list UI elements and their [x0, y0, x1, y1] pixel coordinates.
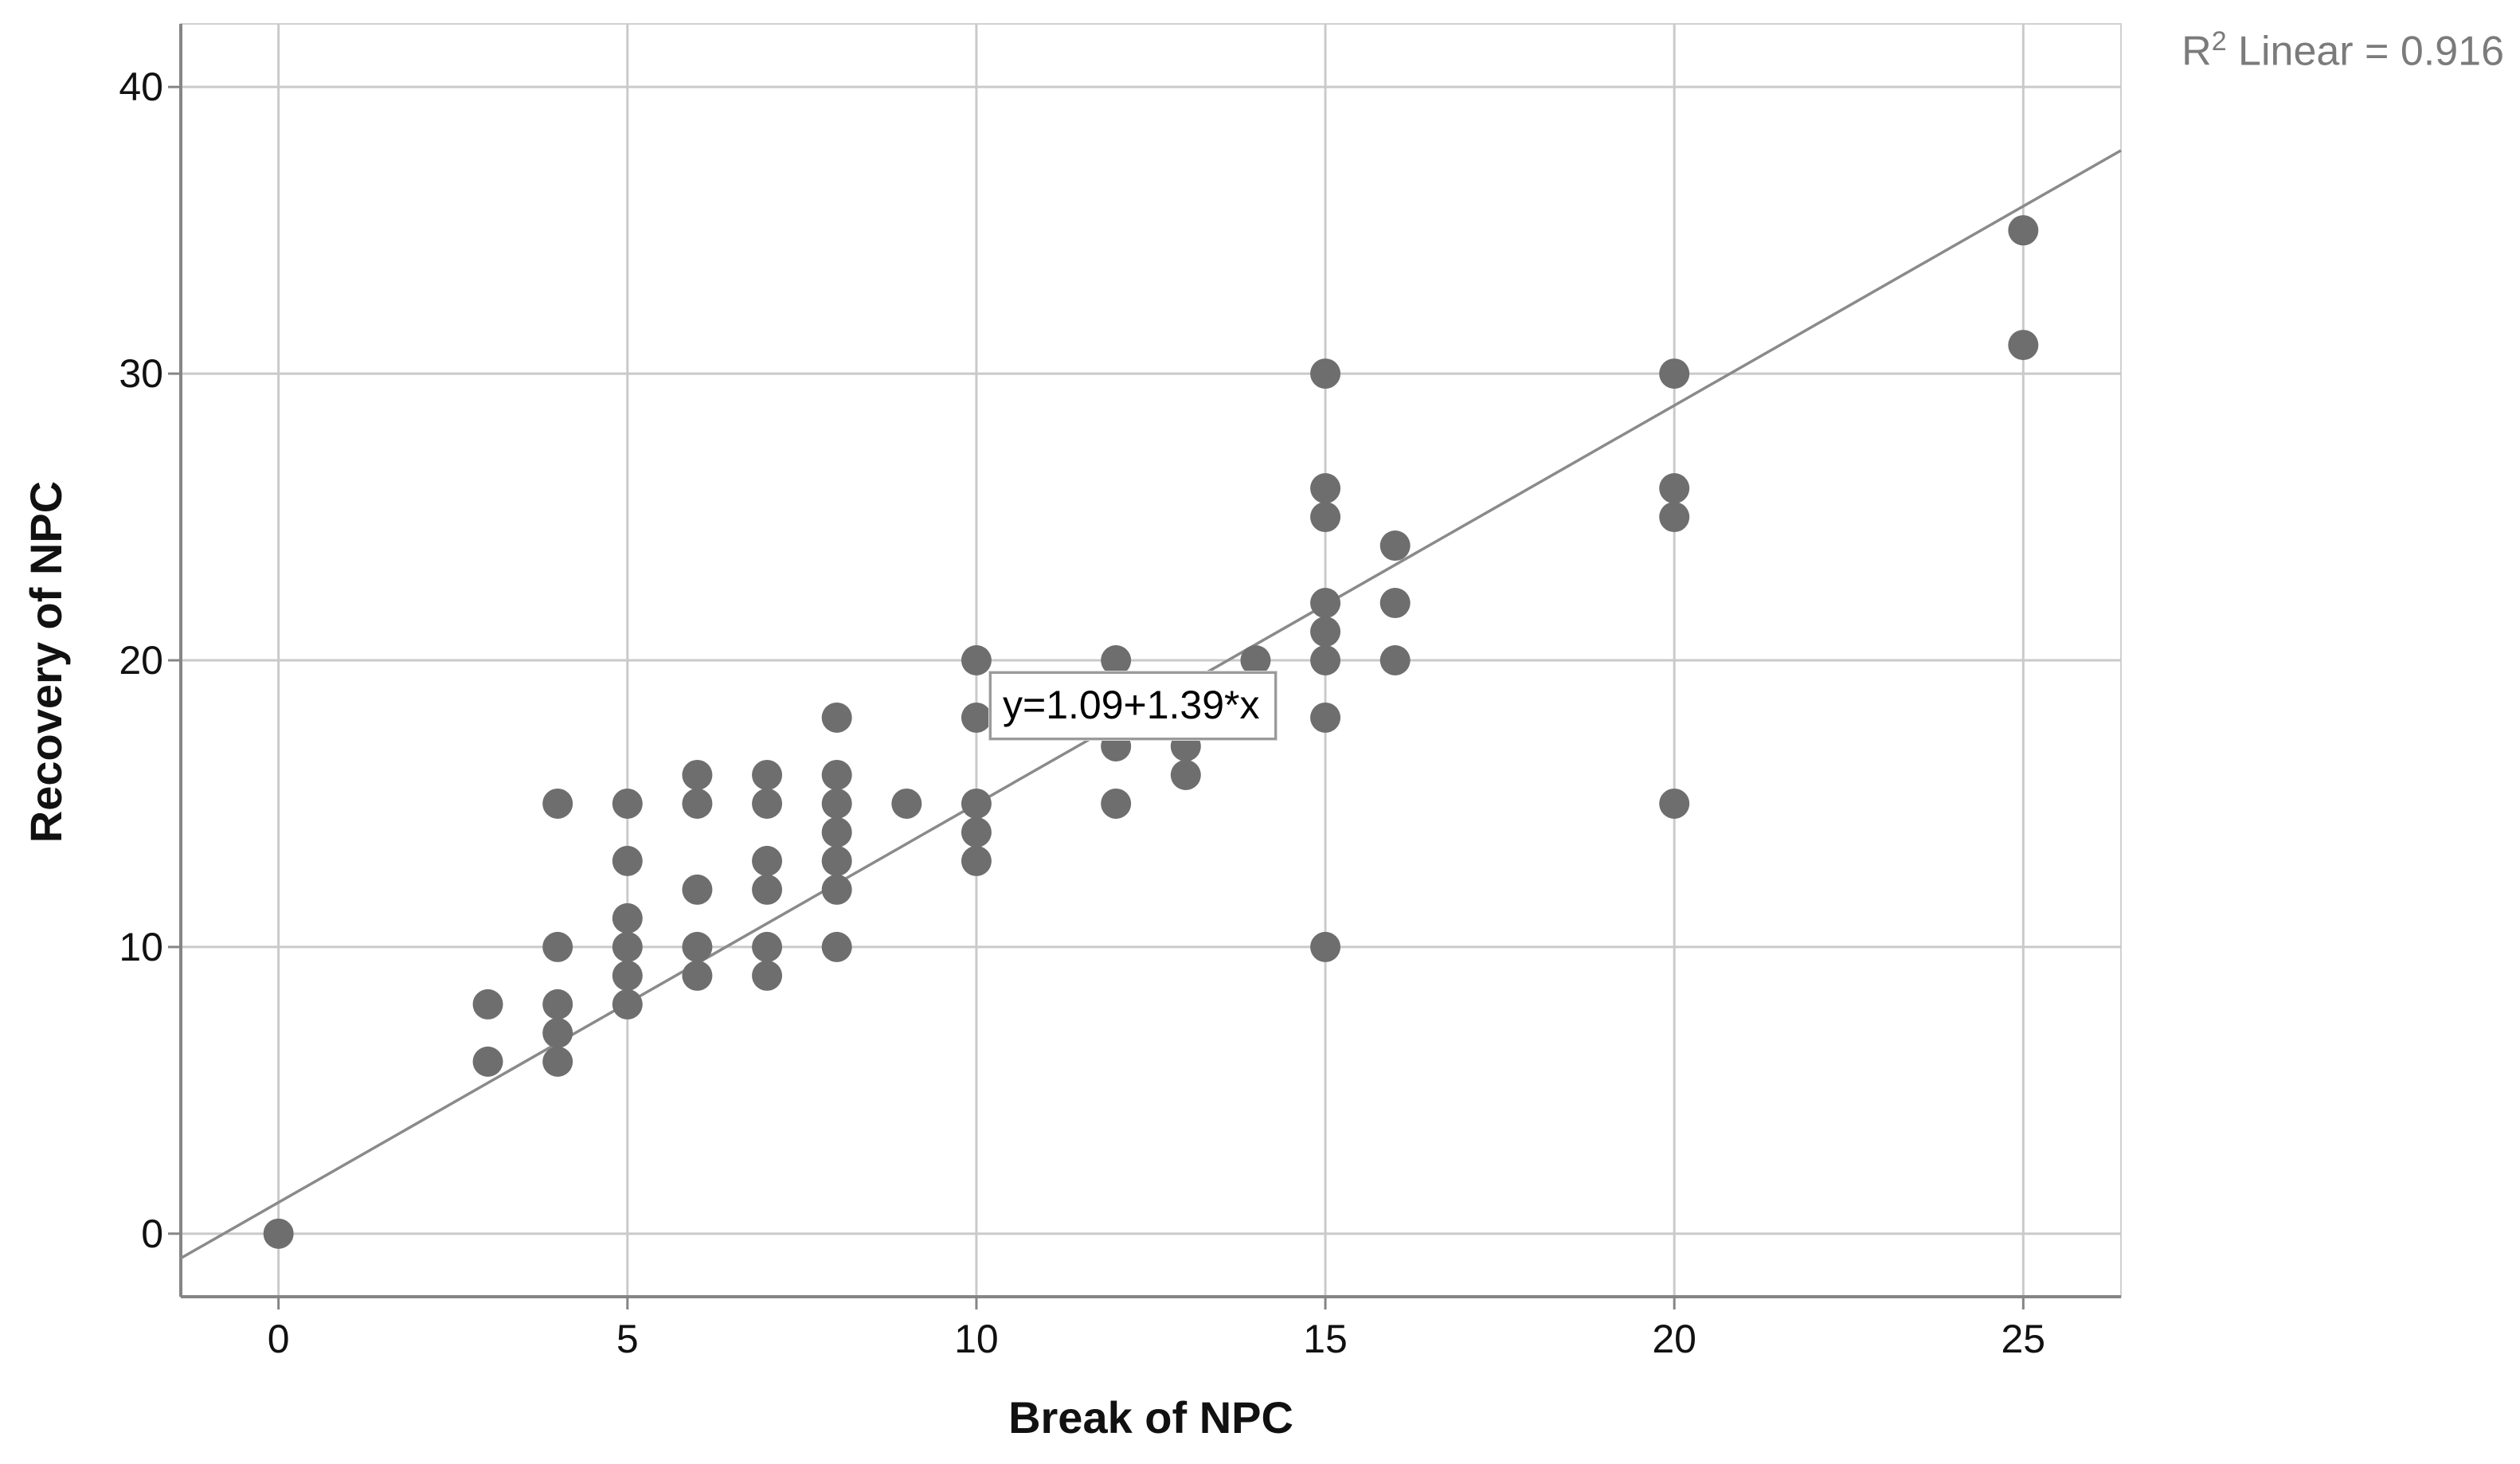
data-point: [821, 874, 852, 905]
x-tick-label: 10: [954, 1317, 999, 1361]
data-point: [682, 960, 713, 991]
x-tick-label: 5: [616, 1317, 639, 1361]
regression-equation-label: y=1.09+1.39*x: [989, 671, 1277, 740]
data-point: [612, 960, 643, 991]
data-point: [961, 645, 992, 675]
data-point: [752, 788, 783, 819]
data-point: [542, 1046, 573, 1077]
y-tick-label: 30: [119, 351, 163, 397]
data-point: [682, 759, 713, 790]
data-point: [752, 960, 783, 991]
data-point: [961, 845, 992, 876]
data-point: [612, 988, 643, 1020]
data-point: [1659, 358, 1690, 389]
data-point: [752, 874, 783, 905]
data-point: [821, 816, 852, 847]
data-point: [1101, 788, 1132, 819]
data-point: [682, 788, 713, 819]
data-point: [612, 931, 643, 962]
x-tick-label: 15: [1303, 1317, 1348, 1361]
data-point: [1379, 588, 1411, 619]
r2-prefix: R: [2182, 28, 2212, 75]
data-point: [682, 931, 713, 962]
data-point: [612, 902, 643, 934]
data-point: [1101, 645, 1132, 675]
data-point: [263, 1218, 294, 1249]
y-tick-label: 0: [141, 1211, 163, 1256]
data-point: [752, 845, 783, 876]
data-point: [821, 931, 852, 962]
data-point: [1659, 788, 1690, 819]
data-point: [1659, 502, 1690, 533]
data-point: [1310, 617, 1341, 648]
x-axis-title: Break of NPC: [1008, 1392, 1293, 1442]
data-point: [821, 845, 852, 876]
data-point: [2008, 330, 2039, 361]
data-point: [1310, 588, 1341, 619]
data-point: [1310, 645, 1341, 675]
r-squared-label: R2 Linear = 0.916: [2182, 26, 2504, 75]
data-point: [961, 816, 992, 847]
data-point: [542, 931, 573, 962]
data-point: [961, 702, 992, 733]
data-point: [1170, 759, 1201, 790]
x-tick-label: 25: [2001, 1317, 2046, 1361]
data-point: [472, 1046, 503, 1077]
data-point: [891, 788, 922, 819]
data-point: [1659, 473, 1690, 504]
data-point: [682, 874, 713, 905]
y-tick-label: 20: [119, 638, 163, 683]
x-tick-label: 20: [1652, 1317, 1696, 1361]
y-tick-label: 40: [119, 65, 163, 110]
data-point: [821, 702, 852, 733]
data-point: [1310, 502, 1341, 533]
data-point: [1310, 473, 1341, 504]
data-point: [542, 1017, 573, 1048]
data-point: [752, 931, 783, 962]
data-point: [542, 988, 573, 1020]
r2-rest: Linear = 0.916: [2226, 28, 2504, 75]
data-point: [961, 788, 992, 819]
data-point: [472, 988, 503, 1020]
data-point: [2008, 215, 2039, 246]
r2-superscript: 2: [2211, 26, 2227, 57]
data-point: [752, 759, 783, 790]
data-point: [1310, 931, 1341, 962]
data-point: [1379, 645, 1411, 675]
data-point: [542, 788, 573, 819]
data-point: [612, 845, 643, 876]
x-tick-label: 0: [267, 1317, 290, 1361]
data-point: [1379, 530, 1411, 562]
data-point: [1310, 358, 1341, 389]
data-point: [1240, 645, 1271, 675]
data-point: [1310, 702, 1341, 733]
y-tick-label: 10: [119, 924, 163, 969]
data-point: [821, 788, 852, 819]
data-point: [612, 788, 643, 819]
data-point: [821, 759, 852, 790]
